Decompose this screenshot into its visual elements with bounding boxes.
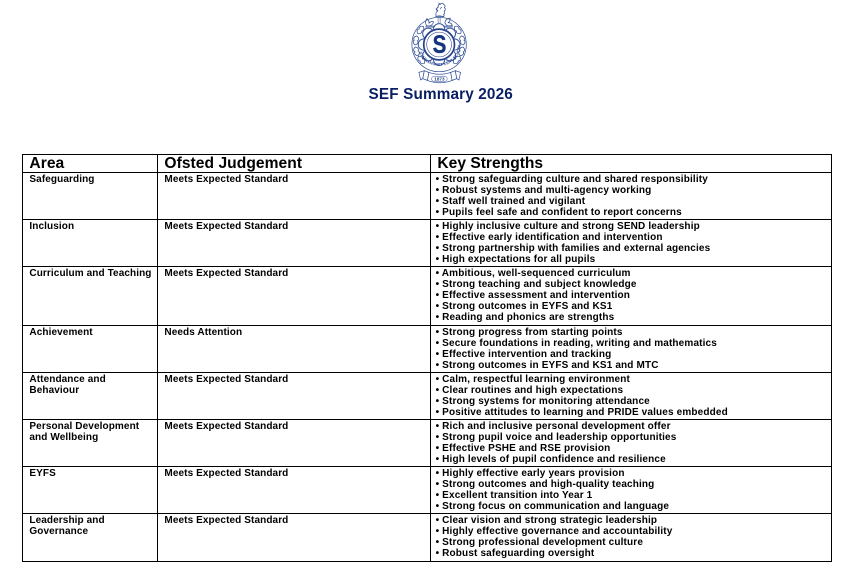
svg-text:S: S — [432, 30, 446, 59]
svg-text:1873: 1873 — [434, 76, 445, 81]
